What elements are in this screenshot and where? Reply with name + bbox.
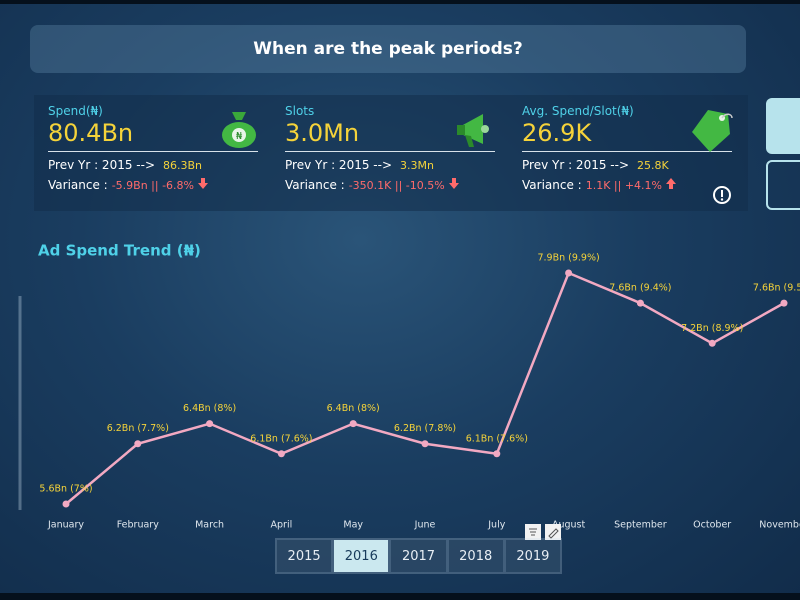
divider (48, 151, 258, 152)
variance-label: Variance : (522, 178, 582, 192)
down-arrow (197, 178, 208, 189)
prev-label: Prev Yr : 2015 --> (48, 158, 155, 172)
point (565, 269, 573, 277)
money-bag-icon: ₦ (222, 112, 256, 148)
visual-tools (525, 524, 561, 540)
point (62, 500, 70, 508)
point (134, 440, 142, 448)
variance-row: Variance :1.1K || +4.1% (522, 178, 734, 192)
x-tick-label: September (614, 520, 667, 531)
top-strip (0, 0, 800, 4)
kpi-label: Spend(₦) (48, 104, 103, 118)
x-tick-label: March (195, 520, 224, 531)
data-label: 6.2Bn (7.7%) (107, 423, 169, 434)
x-tick-label: May (343, 520, 363, 531)
bottom-strip (0, 593, 800, 600)
tag-icon (692, 110, 733, 152)
x-tick-label: April (271, 520, 293, 531)
data-label: 5.6Bn (7%) (39, 484, 92, 495)
x-tick-label: October (693, 520, 731, 531)
prev-value: 25.8K (637, 159, 669, 172)
point (206, 420, 214, 428)
kpi-card: Spend(₦) 80.4Bn Prev Yr : 2015 --> 86.3Bn… (48, 104, 260, 204)
point (349, 420, 357, 428)
page-title: When are the peak periods? (30, 25, 746, 73)
data-label: 6.4Bn (8%) (327, 403, 380, 414)
data-label: 6.4Bn (8%) (183, 403, 236, 414)
year-tab[interactable]: 2015 (277, 540, 332, 572)
kpi-card: Slots 3.0Mn Prev Yr : 2015 --> 3.3Mn Vari… (285, 104, 497, 204)
down-arrow (448, 178, 459, 189)
data-label: 7.2Bn (8.9%) (681, 323, 743, 334)
trend-line (65, 271, 785, 505)
year-tab[interactable]: 2018 (448, 540, 503, 572)
data-label: 7.6Bn (9.4%) (609, 283, 671, 294)
data-label: 6.1Bn (7.6%) (250, 433, 312, 444)
x-tick-label: August (552, 520, 586, 531)
data-label: 6.1Bn (7.6%) (466, 433, 528, 444)
prev-row: Prev Yr : 2015 --> 3.3Mn (285, 158, 497, 172)
variance-value: -350.1K || -10.5% (348, 179, 445, 192)
prev-value: 86.3Bn (163, 159, 203, 172)
prev-label: Prev Yr : 2015 --> (522, 158, 629, 172)
data-label: 7.9Bn (9.9%) (537, 253, 599, 264)
variance-value: 1.1K || +4.1% (585, 179, 662, 192)
x-tick-label: January (47, 520, 84, 531)
prev-row: Prev Yr : 2015 --> 86.3Bn (48, 158, 260, 172)
side-card[interactable] (766, 98, 800, 154)
year-tab[interactable]: 2017 (391, 540, 446, 572)
divider (522, 151, 732, 152)
data-label: 7.6Bn (9.5%) (753, 283, 800, 294)
x-tick-label: February (117, 520, 159, 531)
year-tab[interactable]: 2016 (334, 540, 389, 572)
divider (285, 151, 495, 152)
kpi-label: Avg. Spend/Slot(₦) (522, 104, 634, 118)
kpi-value: 80.4Bn (48, 119, 134, 147)
point (277, 450, 285, 458)
prev-row: Prev Yr : 2015 --> 25.8K (522, 158, 734, 172)
kpi-value: 26.9K (522, 119, 592, 147)
point (780, 299, 788, 307)
variance-row: Variance : -5.9Bn || -6.8% (48, 178, 260, 192)
prev-value: 3.3Mn (400, 159, 434, 172)
chart-title: Ad Spend Trend (₦) (38, 242, 201, 260)
point (421, 440, 429, 448)
up-arrow (665, 178, 676, 189)
chart: Ad Spend Trend (₦) 5.6Bn (7%) January 6.2B… (18, 242, 800, 531)
kpi-card: Avg. Spend/Slot(₦) 26.9K Prev Yr : 2015 … (522, 104, 734, 204)
megaphone-icon (457, 114, 489, 147)
point (636, 299, 644, 307)
kpi-panel (34, 95, 748, 211)
info-icon[interactable] (712, 185, 732, 205)
kpi-label: Slots (285, 104, 315, 118)
variance-value: -5.9Bn || -6.8% (111, 179, 195, 192)
side-card[interactable] (766, 160, 800, 210)
x-tick-label: June (414, 520, 436, 531)
x-tick-label: July (487, 520, 505, 531)
variance-row: Variance : -350.1K || -10.5% (285, 178, 497, 192)
point (493, 450, 501, 458)
year-tabs: 2015 2016 2017 2018 2019 (275, 538, 562, 574)
svg-text:₦: ₦ (236, 131, 243, 142)
prev-label: Prev Yr : 2015 --> (285, 158, 392, 172)
point (708, 339, 716, 347)
x-tick-label: November (759, 520, 800, 531)
variance-label: Variance : (48, 178, 108, 192)
kpi-value: 3.0Mn (285, 119, 360, 147)
data-label: 6.2Bn (7.8%) (394, 423, 456, 434)
variance-label: Variance : (285, 178, 345, 192)
year-tab[interactable]: 2019 (505, 540, 561, 572)
